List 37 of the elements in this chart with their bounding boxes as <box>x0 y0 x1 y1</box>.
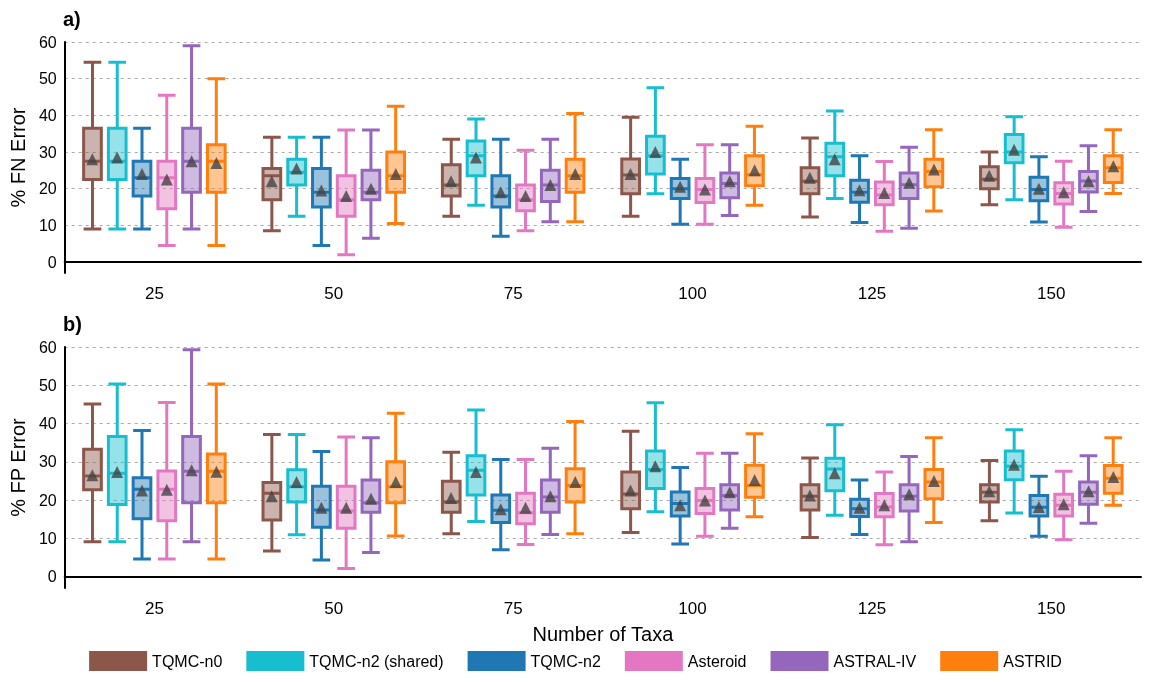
x-tick-label: 50 <box>324 599 344 618</box>
y-tick-label: 60 <box>38 33 57 51</box>
legend-label: TQMC-n2 <box>530 652 601 670</box>
x-tick-label: 125 <box>857 599 887 618</box>
x-tick-label: 100 <box>678 599 707 618</box>
chart-title: a) <box>63 8 81 30</box>
y-tick-label: 10 <box>38 529 57 547</box>
x-tick-label: 100 <box>678 284 707 303</box>
y-tick-label: 50 <box>38 376 57 394</box>
chart-title: b) <box>63 313 82 335</box>
x-tick-label: 75 <box>503 284 523 303</box>
y-tick-label: 50 <box>38 70 57 88</box>
legend-label: ASTRID <box>1003 652 1062 670</box>
y-tick-label: 40 <box>38 415 57 433</box>
x-tick-label: 125 <box>857 284 887 303</box>
y-tick-label: 0 <box>47 568 57 586</box>
y-tick-label: 60 <box>38 338 57 356</box>
x-tick-label: 25 <box>144 599 164 618</box>
y-tick-label: 40 <box>38 106 57 124</box>
legend-label: TQMC-n0 <box>152 652 223 670</box>
x-axis-title: Number of Taxa <box>532 623 675 645</box>
y-tick-label: 0 <box>47 253 57 271</box>
x-tick-label: 25 <box>144 284 164 303</box>
y-axis-title: % FP Error <box>7 417 29 517</box>
x-tick-label: 50 <box>324 284 344 303</box>
y-tick-label: 30 <box>38 453 57 471</box>
y-tick-label: 20 <box>38 491 57 509</box>
y-axis-title: % FN Error <box>7 107 29 208</box>
legend-label: TQMC-n2 (shared) <box>309 652 444 670</box>
legend-label: ASTRAL-IV <box>833 652 917 670</box>
x-tick-label: 150 <box>1037 284 1066 303</box>
y-tick-label: 20 <box>38 180 57 198</box>
y-tick-label: 10 <box>38 216 57 234</box>
x-tick-label: 150 <box>1037 599 1066 618</box>
x-tick-label: 75 <box>503 599 523 618</box>
legend-label: Asteroid <box>687 652 747 670</box>
y-tick-label: 30 <box>38 143 57 161</box>
